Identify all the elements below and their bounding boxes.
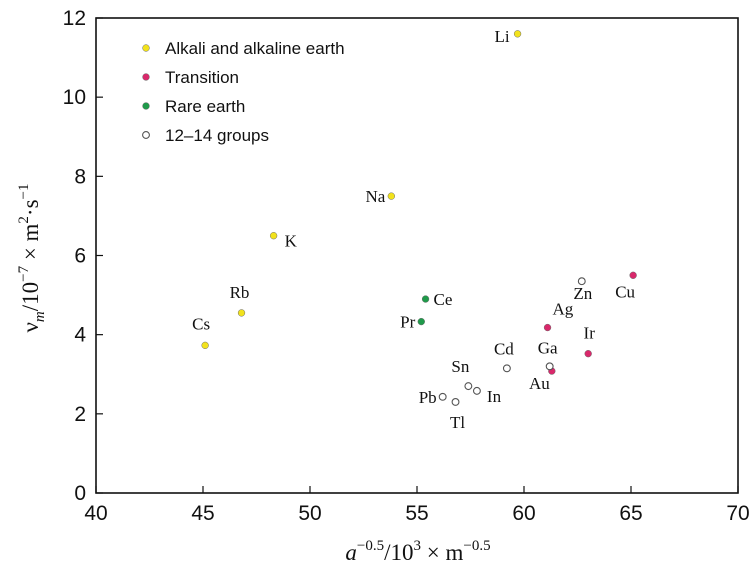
legend-label: Alkali and alkaline earth [165,39,345,58]
x-tick-label: 70 [726,502,749,525]
point-na [387,192,395,200]
legend-label: Rare earth [165,97,245,116]
point-label-ga: Ga [538,338,558,357]
legend-label: 12–14 groups [165,126,269,145]
point-label-ag: Ag [553,300,574,319]
x-tick-label: 40 [84,502,107,525]
legend-marker [142,102,150,110]
x-tick-label: 45 [191,502,214,525]
point-label-cu: Cu [615,282,635,301]
legend-label: Transition [165,68,239,87]
point-label-na: Na [365,187,385,206]
point-zn [577,277,586,286]
point-label-k: K [285,232,298,251]
x-tick-label: 65 [619,502,642,525]
y-tick-label: 6 [74,245,86,268]
x-tick-label: 60 [512,502,535,525]
point-cs [201,341,209,350]
legend-marker [142,131,150,139]
point-label-zn: Zn [573,284,592,303]
data-points: Li Na K Rb Cs Cu Ag Ir Au Ce Pr Zn Cd Ga Sn In Pb Tl [192,27,637,432]
point-cd [502,364,511,373]
point-label-pr: Pr [400,313,415,332]
point-li [513,30,522,38]
point-label-in: In [487,387,502,406]
point-tl [451,398,460,406]
x-tick-label: 55 [405,502,428,525]
point-label-li: Li [494,27,509,46]
y-tick-label: 4 [74,324,86,347]
point-ga [545,362,554,371]
point-cu [629,271,637,279]
y-tick-label: 2 [74,403,86,426]
point-label-ce: Ce [434,290,453,309]
point-label-au: Au [529,374,550,393]
axis-ticks: 40 45 50 55 60 65 70 0 2 4 6 8 10 12 [63,7,750,525]
y-tick-label: 12 [63,7,86,30]
point-ce [421,295,430,303]
point-ag [543,323,552,332]
point-pr [417,317,425,326]
point-ir [584,350,592,358]
legend-marker [142,73,150,81]
x-axis-label: a−0.5/103 × m−0.5 [345,538,490,565]
point-in [472,386,481,395]
y-tick-label: 0 [74,482,86,505]
legend: Alkali and alkaline earth Transition Rare … [142,39,345,145]
point-label-rb: Rb [230,283,250,302]
point-pb [438,392,447,401]
point-sn [464,382,473,391]
point-k [269,232,278,240]
x-tick-label: 50 [298,502,321,525]
point-label-pb: Pb [419,388,437,407]
y-tick-label: 10 [63,86,86,109]
point-label-cd: Cd [494,339,514,358]
plot-frame [95,17,739,494]
point-label-tl: Tl [450,413,465,432]
point-label-ir: Ir [584,324,596,343]
y-tick-label: 8 [74,165,86,188]
point-rb [237,309,246,317]
y-axis-label: νm/10−7 × m2·s−1 [16,183,48,332]
point-label-cs: Cs [192,314,210,333]
point-label-sn: Sn [451,357,469,376]
legend-marker [142,44,150,52]
